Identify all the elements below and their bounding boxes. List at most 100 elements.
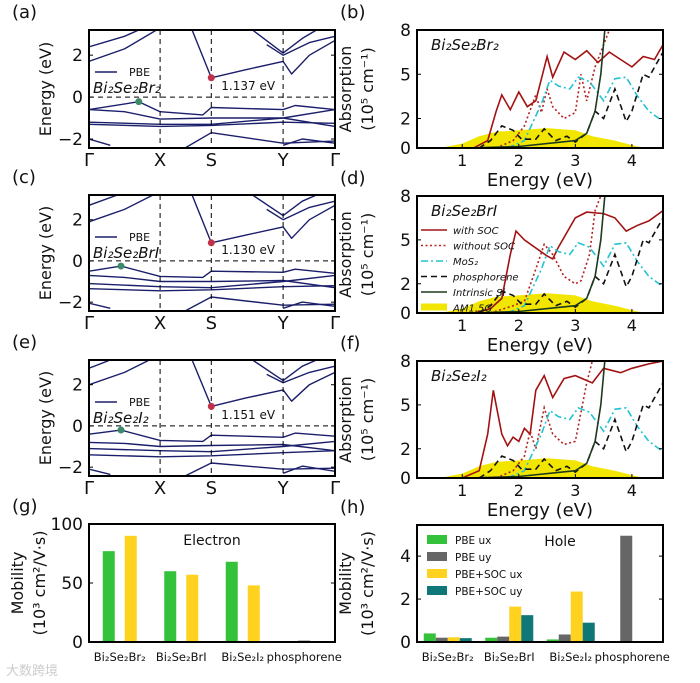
panel-label: (d) bbox=[340, 168, 365, 189]
bar-pbe-ux bbox=[546, 639, 559, 642]
x-tick-label: 3 bbox=[570, 481, 580, 500]
y-axis-label: (10³ cm²/V·s) bbox=[358, 531, 377, 636]
y-tick-label: 0 bbox=[72, 88, 83, 108]
category-label: Bi₂Se₂BrI bbox=[484, 650, 535, 664]
k-point-label: S bbox=[206, 150, 217, 171]
legend-swatch bbox=[427, 535, 447, 544]
series-phosphorene bbox=[478, 51, 663, 148]
band-line bbox=[282, 301, 335, 309]
bar-pbe-uy bbox=[558, 634, 571, 642]
gap-label: 1.130 eV bbox=[221, 243, 276, 257]
series-mos- bbox=[507, 76, 663, 148]
panel-label: (a) bbox=[12, 2, 37, 23]
bar-pbe bbox=[225, 561, 238, 642]
plot-frame bbox=[88, 194, 336, 312]
legend-label: AM1.5G bbox=[452, 304, 492, 315]
band-line bbox=[191, 30, 335, 79]
y-axis-label: (10⁵ cm⁻¹) bbox=[358, 47, 377, 131]
legend-label: PBE bbox=[129, 231, 150, 244]
band-line bbox=[252, 195, 317, 217]
y-tick-label: 2 bbox=[72, 211, 83, 231]
k-point-label: S bbox=[206, 313, 217, 334]
x-tick-label: 4 bbox=[627, 151, 637, 170]
series-mos- bbox=[507, 406, 663, 478]
series-mos- bbox=[507, 241, 663, 313]
k-point-label: Γ bbox=[330, 313, 340, 334]
vbm-marker bbox=[117, 262, 125, 270]
series-without-soc bbox=[495, 361, 594, 478]
bar-pbe-uy bbox=[435, 637, 448, 642]
x-tick-label: 2 bbox=[514, 481, 524, 500]
y-tick-label: 2 bbox=[400, 275, 411, 295]
band-line bbox=[89, 360, 150, 386]
y-tick-label: 100 bbox=[51, 515, 83, 535]
mobility-panel-g: Bi₂Se₂Br₂ Bi₂Se₂BrI Bi₂Se₂I₂ phosphorene 0 50… bbox=[8, 496, 342, 664]
band-line bbox=[89, 121, 335, 128]
band-line bbox=[266, 365, 335, 384]
plot-frame bbox=[416, 360, 664, 479]
legend-label: phosphorene bbox=[452, 273, 519, 284]
series-am1-5g bbox=[439, 458, 649, 478]
band-line bbox=[89, 302, 111, 309]
chart-title: Electron bbox=[183, 533, 240, 549]
panel-label: (b) bbox=[340, 2, 365, 23]
y-tick-label: 5 bbox=[400, 231, 411, 251]
bar-pbe-soc-uy bbox=[582, 622, 595, 642]
band-line bbox=[89, 450, 335, 458]
panel-label: (g) bbox=[12, 496, 37, 517]
legend-label: with SOC bbox=[453, 226, 499, 237]
y-axis-label: Absorption bbox=[336, 211, 355, 298]
panel-label: (c) bbox=[12, 167, 36, 188]
vbm-marker bbox=[117, 426, 125, 434]
y-tick-label: 4 bbox=[400, 547, 411, 567]
category-label: phosphorene bbox=[595, 650, 670, 664]
y-axis-label: Mobility bbox=[8, 552, 27, 615]
material-label: Bi₂Se₂I₂ bbox=[431, 367, 487, 385]
legend-swatch bbox=[427, 569, 447, 578]
band-line bbox=[184, 296, 335, 311]
panel-label: (f) bbox=[340, 333, 360, 354]
series-am1-5g bbox=[439, 128, 649, 148]
k-point-label: X bbox=[154, 478, 166, 499]
y-tick-label: 2 bbox=[400, 590, 411, 610]
y-axis-label: Mobility bbox=[336, 552, 355, 615]
x-tick-label: 1 bbox=[457, 316, 467, 335]
k-point-label: Γ bbox=[330, 478, 340, 499]
plot-frame bbox=[88, 359, 336, 477]
band-line bbox=[184, 462, 335, 476]
y-tick-label: 8 bbox=[400, 187, 411, 207]
y-tick-label: 0 bbox=[72, 633, 83, 653]
bar-pbe-soc-ux bbox=[570, 591, 583, 642]
category-label: Bi₂Se₂Br₂ bbox=[422, 650, 474, 664]
plot-frame bbox=[416, 29, 664, 149]
legend-swatch bbox=[427, 586, 447, 595]
band-line bbox=[89, 101, 335, 116]
k-point-label: Γ bbox=[84, 478, 94, 499]
y-tick-label: 0 bbox=[400, 469, 411, 489]
y-axis-label: Energy (eV) bbox=[36, 371, 55, 465]
legend-label: PBE bbox=[129, 396, 150, 409]
legend-label: PBE bbox=[129, 66, 150, 79]
bar-pbe-ux bbox=[423, 633, 436, 642]
k-point-label: X bbox=[154, 313, 166, 334]
y-tick-label: −2 bbox=[58, 130, 83, 150]
vbm-marker bbox=[135, 98, 143, 106]
x-tick-label: 1 bbox=[457, 481, 467, 500]
y-axis-label: (10³ cm²/V·s) bbox=[30, 531, 49, 636]
material-label: Bi₂Se₂BrI bbox=[93, 244, 160, 262]
y-axis-label: Absorption bbox=[336, 376, 355, 463]
bar-pbe-soc-ux bbox=[447, 637, 460, 642]
legend-label: PBE+SOC uy bbox=[455, 586, 522, 598]
band-line bbox=[89, 429, 335, 443]
y-tick-label: 0 bbox=[400, 304, 411, 324]
category-label: Bi₂Se₂Br₂ bbox=[94, 650, 146, 664]
k-point-label: Γ bbox=[330, 150, 340, 171]
cbm-marker bbox=[207, 74, 215, 82]
y-tick-label: 0 bbox=[72, 417, 83, 437]
bands bbox=[89, 30, 335, 148]
bar-pbe-soc-uy bbox=[459, 638, 472, 642]
